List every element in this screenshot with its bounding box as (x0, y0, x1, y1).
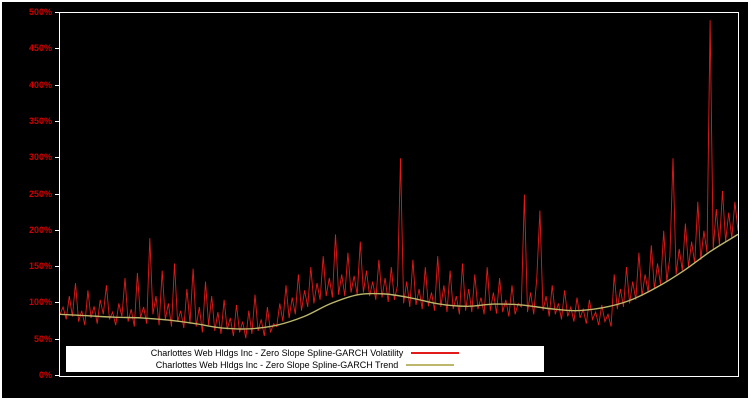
legend-item-volatility: Charlottes Web Hldgs Inc - Zero Slope Sp… (66, 347, 544, 359)
y-tick-mark (55, 84, 59, 86)
volatility-line (60, 20, 738, 339)
y-tick-label: 0% (38, 370, 52, 380)
y-tick-mark (55, 302, 59, 304)
y-tick-label: 450% (28, 43, 52, 54)
y-tick-mark (55, 229, 59, 231)
y-tick-label: 200% (28, 224, 52, 235)
legend: Charlottes Web Hldgs Inc - Zero Slope Sp… (66, 346, 544, 372)
legend-trend-label: Charlottes Web Hldgs Inc - Zero Slope Sp… (155, 360, 399, 370)
y-tick-label: 400% (28, 79, 52, 90)
y-tick-mark (55, 120, 59, 122)
y-tick-mark (55, 375, 59, 376)
y-tick-mark (55, 157, 59, 159)
plot-area (59, 12, 739, 377)
chart-svg (60, 20, 738, 339)
y-tick-mark (55, 12, 59, 13)
y-tick-label: 100% (28, 297, 52, 308)
trend-line (60, 233, 738, 330)
y-tick-label: 300% (28, 152, 52, 163)
legend-item-trend: Charlottes Web Hldgs Inc - Zero Slope Sp… (66, 359, 544, 371)
y-tick-label: 500% (28, 7, 52, 17)
y-tick-label: 150% (28, 261, 52, 272)
y-tick-label: 350% (28, 115, 52, 126)
y-tick-label: 50% (33, 333, 52, 344)
y-tick-mark (55, 338, 59, 340)
legend-volatility-label: Charlottes Web Hldgs Inc - Zero Slope Sp… (150, 348, 404, 358)
legend-volatility-swatch (411, 352, 460, 354)
y-tick-mark (55, 266, 59, 268)
y-tick-mark (55, 48, 59, 50)
legend-trend-swatch (406, 364, 455, 366)
y-tick-label: 250% (28, 188, 52, 199)
y-tick-mark (55, 193, 59, 195)
